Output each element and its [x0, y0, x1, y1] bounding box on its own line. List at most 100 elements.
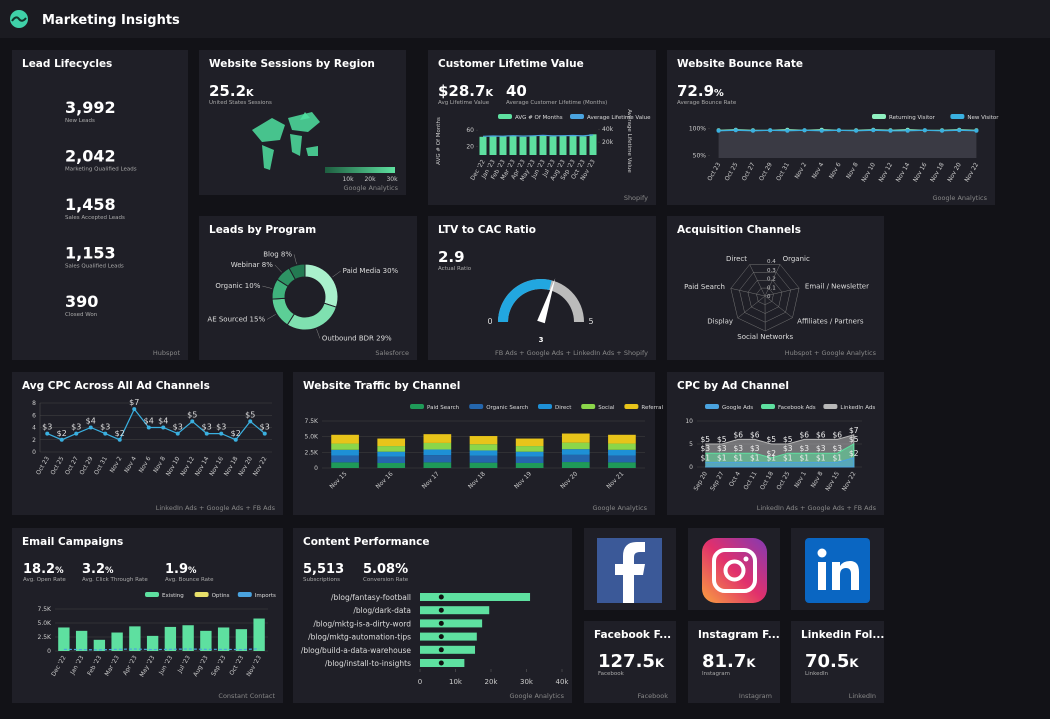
- source-label: LinkedIn: [849, 692, 876, 700]
- data-label: $3: [260, 423, 270, 432]
- point: [88, 425, 93, 430]
- kpi-label: Sales Qualified Leads: [65, 264, 124, 270]
- data-label: $4: [86, 417, 96, 426]
- y-tick-label: 2.5K: [305, 449, 320, 456]
- bar: [164, 626, 177, 651]
- kpi-unit: K: [246, 88, 254, 99]
- x-tick-label: 40k: [556, 678, 570, 686]
- data-label: $1: [799, 453, 809, 462]
- panel: [12, 372, 283, 515]
- legend-label: Returning Visitor: [889, 115, 936, 121]
- axis-title: AVG # Of Months: [436, 117, 442, 165]
- area: [718, 130, 977, 158]
- point: [103, 431, 108, 436]
- point: [74, 431, 79, 436]
- data-label: $1: [816, 453, 826, 462]
- r-tick-label: 0.3: [767, 268, 776, 274]
- y-tick-label: 4: [32, 425, 36, 432]
- legend-swatch: [705, 404, 719, 409]
- kpi-unit: K: [485, 88, 493, 99]
- bar: [499, 136, 507, 155]
- kpi-value: 18.2%: [23, 562, 64, 577]
- gauge-min: 0: [487, 317, 492, 326]
- bar: [539, 135, 547, 155]
- panel: [199, 216, 417, 360]
- bar-segment: [423, 434, 452, 443]
- radar-axis: [764, 287, 800, 297]
- legend-label: Average Lifetime Value: [587, 115, 651, 121]
- panel: [791, 621, 884, 703]
- bar-segment: [423, 449, 452, 456]
- point: [733, 128, 738, 133]
- bar-segment: [561, 433, 590, 443]
- axis-label: Organic: [783, 255, 810, 263]
- slice-label: Outbound BDR 29%: [322, 334, 392, 342]
- radar-axis: [764, 264, 781, 297]
- r-tick-label: 0.4: [767, 259, 776, 265]
- data-label: $3: [700, 444, 710, 453]
- bar: [579, 136, 587, 155]
- panel: [688, 621, 780, 703]
- kpi-value: 5,513: [303, 562, 344, 577]
- line: [47, 407, 266, 441]
- legend-swatch: [624, 404, 639, 409]
- data-label: $5: [849, 435, 859, 444]
- radar-axis: [749, 264, 766, 297]
- point: [204, 431, 209, 436]
- point: [957, 128, 962, 133]
- line: [718, 129, 977, 132]
- slice-label: Organic 10%: [215, 282, 260, 290]
- kpi-number: 70.5: [805, 651, 849, 672]
- bar: [200, 630, 212, 651]
- linkedin-glyph: [817, 548, 827, 558]
- kpi-label: Conversion Rate: [363, 577, 409, 583]
- y-tick-label: 20k: [602, 139, 614, 146]
- point: [974, 128, 979, 133]
- scale-bar: [325, 167, 395, 173]
- panel: [428, 50, 656, 205]
- kpi-number: 127.5: [598, 651, 655, 672]
- axis-label: Email / Newsletter: [805, 283, 869, 291]
- panel-title: Website Traffic by Channel: [303, 380, 460, 392]
- bar-segment: [331, 462, 359, 468]
- bar-segment: [469, 436, 498, 445]
- point: [132, 407, 137, 412]
- data-label: $6: [750, 430, 760, 439]
- data-label: $3: [216, 423, 226, 432]
- kpi-value: 390: [65, 292, 98, 311]
- point: [117, 437, 122, 442]
- marker: [438, 634, 444, 640]
- panel-title: LTV to CAC Ratio: [438, 224, 536, 236]
- facebook-glyph: [615, 542, 645, 603]
- legend-swatch: [570, 114, 584, 119]
- bar: [93, 639, 106, 651]
- gauge-needle: [537, 278, 556, 324]
- radar-axis: [730, 288, 766, 297]
- social-icons: [584, 528, 884, 610]
- point: [146, 425, 151, 430]
- header-bar: [0, 0, 1050, 38]
- data-label: $3: [832, 444, 842, 453]
- data-label: $1: [750, 453, 760, 462]
- legend-swatch: [872, 114, 886, 119]
- kpi-value: 3,992: [65, 98, 116, 117]
- kpi-label: Avg Lifetime Value: [438, 100, 490, 106]
- panel-title: Avg CPC Across All Ad Channels: [22, 380, 210, 392]
- kpi-unit: %: [55, 565, 64, 575]
- bar: [420, 645, 476, 654]
- kpi-value: 1.9%: [165, 562, 197, 577]
- panel-title: Acquisition Channels: [677, 224, 801, 236]
- leader-line: [316, 328, 321, 339]
- panel: [12, 528, 283, 703]
- point: [248, 419, 253, 424]
- kpi-label: New Leads: [65, 118, 95, 124]
- marker: [438, 594, 444, 600]
- bar: [420, 632, 477, 641]
- legend-swatch: [538, 404, 552, 409]
- bar-segment: [608, 455, 636, 463]
- panel: [667, 50, 995, 205]
- panel-title: Customer Lifetime Value: [438, 58, 584, 70]
- map-region: [306, 146, 318, 156]
- y-category-label: /blog/mktg-automation-tips: [308, 633, 411, 642]
- y-tick-label: 5.0K: [305, 434, 320, 441]
